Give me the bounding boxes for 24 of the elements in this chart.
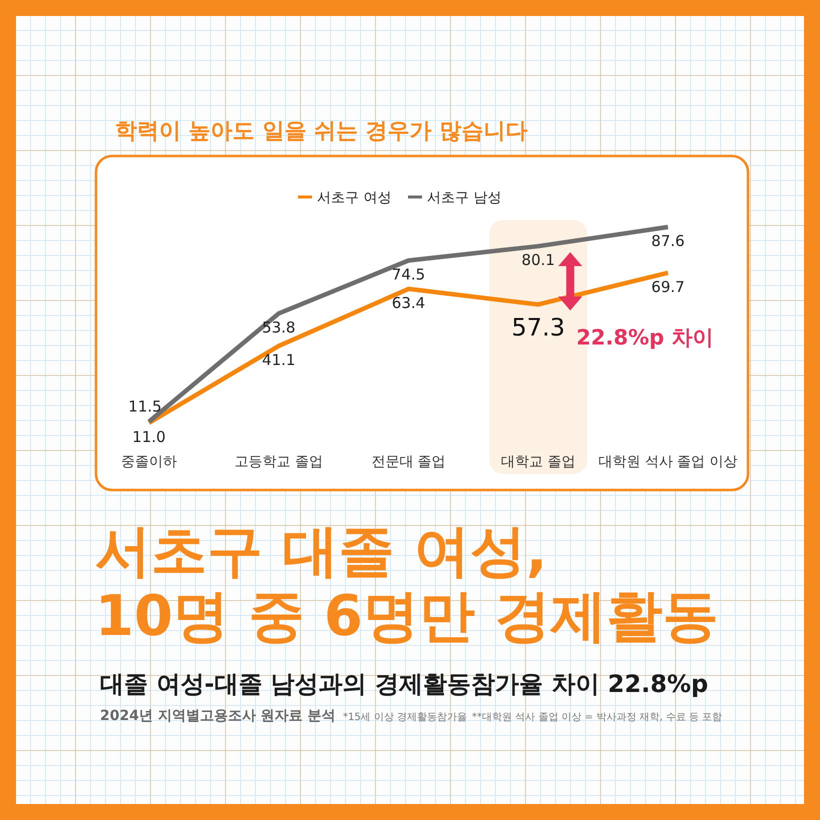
data-label: 87.6 <box>651 232 685 250</box>
data-label: 80.1 <box>522 251 555 270</box>
chart-title: 학력이 높아도 일을 쉬는 경우가 많습니다 <box>115 119 528 144</box>
data-label: 53.8 <box>262 318 296 336</box>
data-label: 11.5 <box>128 398 162 416</box>
annotation: 22.8%p 차이 <box>576 325 714 350</box>
x-tick-label: 대학원 석사 졸업 이상 <box>598 454 738 470</box>
x-tick-label: 전문대 졸업 <box>371 454 446 470</box>
text: **대학원 석사 졸업 이상 = 박사과정 재학, 수료 등 포함 <box>472 712 722 723</box>
text: 서초구 대졸 여성, 10명 중 6명만 경제활동 <box>95 519 718 649</box>
data-label: 41.1 <box>262 350 296 369</box>
legend-label: 서초구 남성 <box>427 190 502 206</box>
x-tick-label: 고등학교 졸업 <box>234 454 323 470</box>
data-label: 69.7 <box>651 278 685 296</box>
data-label: 57.3 <box>512 313 565 342</box>
data-label: 11.0 <box>132 428 166 446</box>
x-tick-label: 중졸이하 <box>121 454 177 470</box>
x-tick-label: 대학교 졸업 <box>501 454 576 470</box>
legend-label: 서초구 여성 <box>317 190 392 206</box>
data-label: 63.4 <box>392 294 426 312</box>
text: *15세 이상 경제활동참가율 <box>343 712 468 723</box>
text: 2024년 지역별고용조사 원자료 분석 <box>100 708 336 724</box>
text: 대졸 여성-대졸 남성과의 경제활동참가율 차이 22.8%p <box>100 670 708 698</box>
data-label: 74.5 <box>392 266 426 284</box>
